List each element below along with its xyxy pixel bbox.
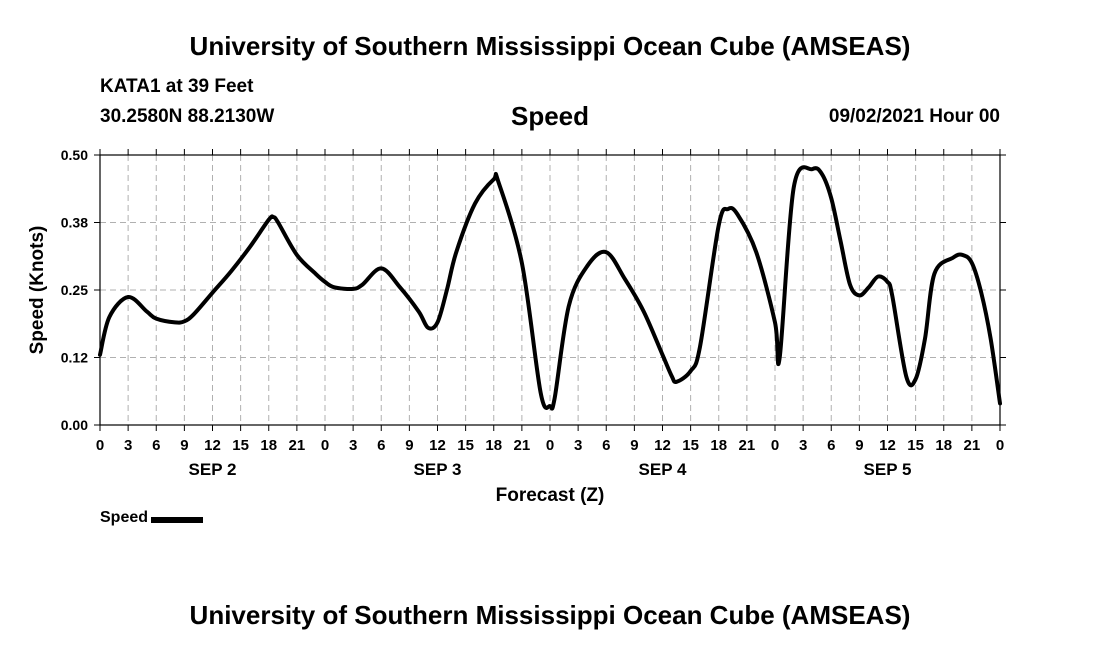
day-label: SEP 4 (639, 460, 687, 479)
x-tick-label: 9 (405, 437, 413, 454)
x-tick-label: 12 (879, 437, 896, 454)
x-tick-label: 0 (546, 437, 554, 454)
coordinates-label: 30.2580N 88.2130W (100, 106, 275, 127)
x-tick-label: 3 (799, 437, 807, 454)
x-tick-label: 6 (602, 437, 610, 454)
variable-title: Speed (510, 101, 590, 131)
legend-label: Speed (100, 509, 149, 526)
x-tick-label: 21 (514, 437, 531, 454)
x-tick-label: 18 (260, 437, 277, 454)
x-tick-label: 0 (321, 437, 329, 454)
x-axis-title: Forecast (Z) (496, 485, 605, 506)
y-tick-label: 0.50 (61, 147, 88, 163)
y-tick-label: 0.12 (61, 350, 88, 366)
day-label: SEP 2 (189, 460, 237, 479)
legend-line-swatch (151, 517, 204, 523)
x-tick-label: 21 (964, 437, 981, 454)
x-tick-label: 21 (289, 437, 306, 454)
grid (100, 155, 1000, 425)
x-tick-label: 18 (710, 437, 727, 454)
station-label: KATA1 at 39 Feet (100, 76, 254, 97)
x-tick-label: 3 (574, 437, 582, 454)
x-tick-label: 18 (935, 437, 952, 454)
x-tick-label: 6 (827, 437, 835, 454)
x-tick-label: 0 (96, 437, 104, 454)
speed-series-line (98, 165, 1002, 411)
day-label: SEP 3 (414, 460, 462, 479)
x-tick-label: 6 (152, 437, 160, 454)
x-tick-label: 0 (996, 437, 1004, 454)
x-tick-label: 18 (485, 437, 502, 454)
x-tick-label: 21 (739, 437, 756, 454)
x-tick-label: 15 (682, 437, 699, 454)
x-tick-label: 12 (654, 437, 671, 454)
x-tick-label: 9 (630, 437, 638, 454)
y-tick-label: 0.00 (61, 417, 88, 433)
x-tick-label: 9 (855, 437, 863, 454)
x-tick-label: 9 (180, 437, 188, 454)
x-tick-label: 15 (457, 437, 474, 454)
x-tick-label: 3 (124, 437, 132, 454)
y-tick-label: 0.38 (61, 215, 88, 231)
y-axis-title: Speed (Knots) (27, 226, 48, 355)
legend: Speed (100, 509, 204, 527)
chart-title: University of Southern Mississippi Ocean… (189, 31, 911, 61)
axis-labels: 0 3 6 9 12 15 18 21 0 3 6 9 12 15 18 21 0 3 6 9 12 15 18 21 0 3 6 9… (61, 147, 1004, 479)
x-tick-label: 3 (349, 437, 357, 454)
day-label: SEP 5 (864, 460, 912, 479)
y-tick-label: 0.25 (61, 282, 88, 298)
x-tick-label: 12 (204, 437, 221, 454)
x-tick-label: 6 (377, 437, 385, 454)
x-tick-label: 12 (429, 437, 446, 454)
axis-ticks (94, 149, 1006, 431)
x-tick-label: 15 (907, 437, 924, 454)
datetime-label: 09/02/2021 Hour 00 (828, 106, 1000, 127)
footer-title: University of Southern Mississippi Ocean… (189, 600, 911, 630)
x-tick-label: 15 (232, 437, 249, 454)
x-tick-label: 0 (771, 437, 779, 454)
